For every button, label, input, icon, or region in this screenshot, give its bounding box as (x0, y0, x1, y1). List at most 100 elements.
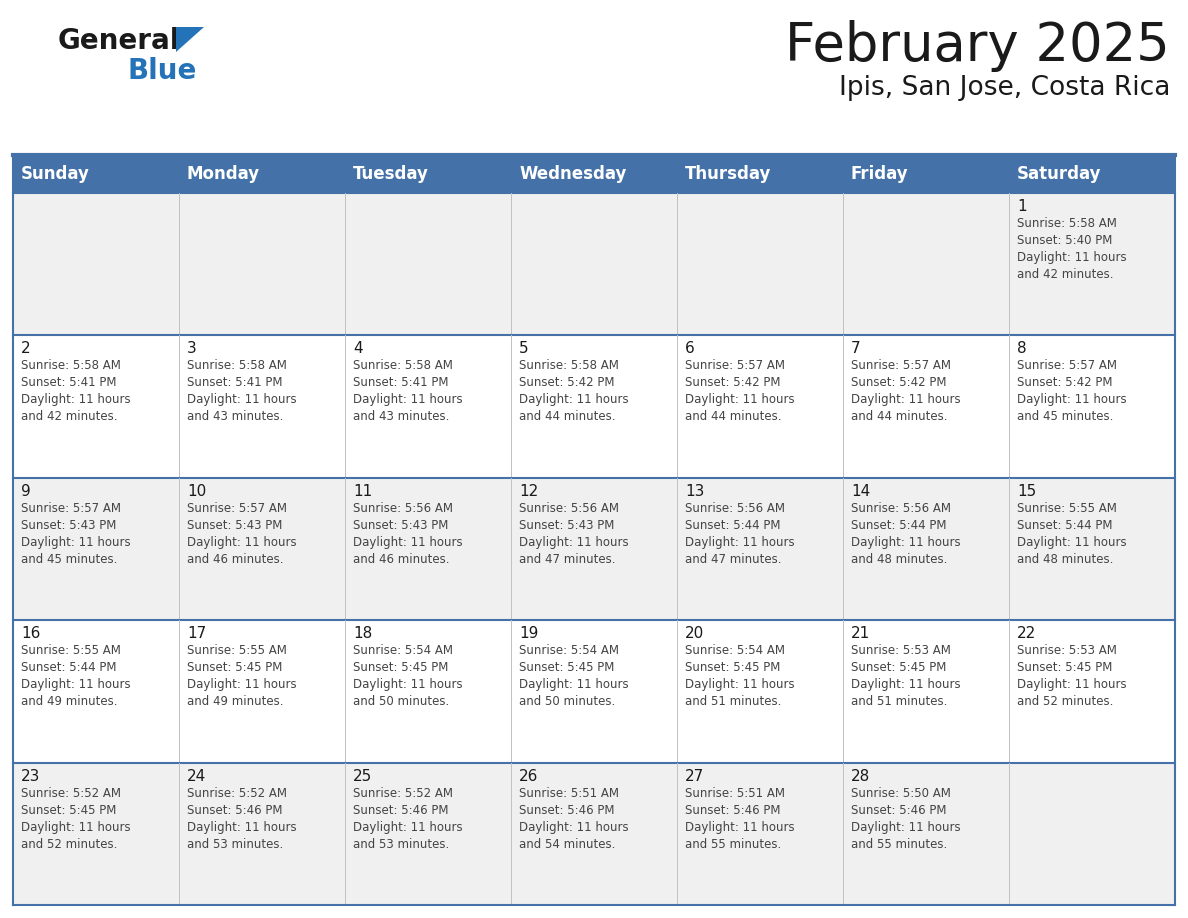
Text: Sunrise: 5:52 AM: Sunrise: 5:52 AM (353, 787, 453, 800)
Text: and 52 minutes.: and 52 minutes. (21, 837, 118, 851)
Text: Friday: Friday (851, 165, 909, 183)
Text: 27: 27 (685, 768, 704, 784)
Text: 6: 6 (685, 341, 695, 356)
Text: Sunrise: 5:55 AM: Sunrise: 5:55 AM (1017, 502, 1117, 515)
Text: and 47 minutes.: and 47 minutes. (685, 553, 782, 565)
Text: Sunrise: 5:55 AM: Sunrise: 5:55 AM (187, 644, 286, 657)
Text: and 53 minutes.: and 53 minutes. (187, 837, 283, 851)
Text: Sunrise: 5:56 AM: Sunrise: 5:56 AM (353, 502, 453, 515)
Text: and 51 minutes.: and 51 minutes. (851, 695, 947, 708)
Text: Daylight: 11 hours: Daylight: 11 hours (851, 394, 961, 407)
Text: Daylight: 11 hours: Daylight: 11 hours (21, 394, 131, 407)
Text: Sunset: 5:43 PM: Sunset: 5:43 PM (353, 519, 448, 532)
Text: Sunset: 5:46 PM: Sunset: 5:46 PM (519, 803, 614, 817)
Text: Sunrise: 5:52 AM: Sunrise: 5:52 AM (187, 787, 287, 800)
Text: 26: 26 (519, 768, 538, 784)
Text: 21: 21 (851, 626, 871, 641)
Text: and 53 minutes.: and 53 minutes. (353, 837, 449, 851)
Text: Sunrise: 5:57 AM: Sunrise: 5:57 AM (851, 360, 952, 373)
Text: and 48 minutes.: and 48 minutes. (851, 553, 947, 565)
Text: 4: 4 (353, 341, 362, 356)
Text: and 46 minutes.: and 46 minutes. (353, 553, 449, 565)
Text: Sunrise: 5:56 AM: Sunrise: 5:56 AM (519, 502, 619, 515)
Text: 25: 25 (353, 768, 372, 784)
Text: 15: 15 (1017, 484, 1036, 498)
Text: Sunset: 5:43 PM: Sunset: 5:43 PM (187, 519, 283, 532)
Text: Sunset: 5:46 PM: Sunset: 5:46 PM (187, 803, 283, 817)
Text: Sunset: 5:41 PM: Sunset: 5:41 PM (353, 376, 449, 389)
Text: Sunrise: 5:51 AM: Sunrise: 5:51 AM (519, 787, 619, 800)
Text: and 52 minutes.: and 52 minutes. (1017, 695, 1113, 708)
Text: Wednesday: Wednesday (519, 165, 626, 183)
Text: and 45 minutes.: and 45 minutes. (21, 553, 118, 565)
Text: Sunset: 5:43 PM: Sunset: 5:43 PM (519, 519, 614, 532)
Text: Ipis, San Jose, Costa Rica: Ipis, San Jose, Costa Rica (839, 75, 1170, 101)
Text: 5: 5 (519, 341, 529, 356)
Text: Sunset: 5:44 PM: Sunset: 5:44 PM (685, 519, 781, 532)
Text: Daylight: 11 hours: Daylight: 11 hours (685, 678, 795, 691)
Text: Daylight: 11 hours: Daylight: 11 hours (353, 821, 462, 834)
Text: and 47 minutes.: and 47 minutes. (519, 553, 615, 565)
Text: Sunset: 5:45 PM: Sunset: 5:45 PM (353, 661, 448, 674)
Text: Sunset: 5:42 PM: Sunset: 5:42 PM (1017, 376, 1112, 389)
Text: Daylight: 11 hours: Daylight: 11 hours (519, 394, 628, 407)
Text: Sunset: 5:42 PM: Sunset: 5:42 PM (851, 376, 947, 389)
Text: 8: 8 (1017, 341, 1026, 356)
Text: General: General (58, 27, 181, 55)
Text: Sunset: 5:46 PM: Sunset: 5:46 PM (353, 803, 449, 817)
Text: Daylight: 11 hours: Daylight: 11 hours (21, 678, 131, 691)
Text: Daylight: 11 hours: Daylight: 11 hours (21, 536, 131, 549)
Text: Monday: Monday (187, 165, 260, 183)
Text: Daylight: 11 hours: Daylight: 11 hours (187, 821, 297, 834)
Text: 1: 1 (1017, 199, 1026, 214)
Text: Daylight: 11 hours: Daylight: 11 hours (353, 678, 462, 691)
Polygon shape (176, 27, 204, 52)
Text: and 43 minutes.: and 43 minutes. (187, 410, 284, 423)
Text: Sunrise: 5:56 AM: Sunrise: 5:56 AM (685, 502, 785, 515)
Text: 10: 10 (187, 484, 207, 498)
Text: and 49 minutes.: and 49 minutes. (187, 695, 284, 708)
Text: Sunrise: 5:53 AM: Sunrise: 5:53 AM (851, 644, 950, 657)
Text: Sunday: Sunday (21, 165, 90, 183)
Text: Sunrise: 5:57 AM: Sunrise: 5:57 AM (685, 360, 785, 373)
Text: Daylight: 11 hours: Daylight: 11 hours (1017, 678, 1126, 691)
Bar (13, 335, 1175, 477)
Text: Sunrise: 5:58 AM: Sunrise: 5:58 AM (187, 360, 286, 373)
Bar (13, 155, 1175, 193)
Text: Daylight: 11 hours: Daylight: 11 hours (1017, 251, 1126, 264)
Text: 7: 7 (851, 341, 860, 356)
Text: Sunrise: 5:53 AM: Sunrise: 5:53 AM (1017, 644, 1117, 657)
Text: Sunset: 5:46 PM: Sunset: 5:46 PM (851, 803, 947, 817)
Text: Daylight: 11 hours: Daylight: 11 hours (851, 536, 961, 549)
Text: Sunrise: 5:51 AM: Sunrise: 5:51 AM (685, 787, 785, 800)
Text: Sunrise: 5:58 AM: Sunrise: 5:58 AM (1017, 217, 1117, 230)
Text: 22: 22 (1017, 626, 1036, 641)
Text: 16: 16 (21, 626, 40, 641)
Text: Sunrise: 5:57 AM: Sunrise: 5:57 AM (21, 502, 121, 515)
Text: Sunset: 5:40 PM: Sunset: 5:40 PM (1017, 234, 1112, 247)
Text: Daylight: 11 hours: Daylight: 11 hours (851, 678, 961, 691)
Text: and 44 minutes.: and 44 minutes. (685, 410, 782, 423)
Text: 17: 17 (187, 626, 207, 641)
Text: Daylight: 11 hours: Daylight: 11 hours (21, 821, 131, 834)
Text: 20: 20 (685, 626, 704, 641)
Text: 19: 19 (519, 626, 538, 641)
Text: Sunrise: 5:54 AM: Sunrise: 5:54 AM (353, 644, 453, 657)
Text: Sunrise: 5:56 AM: Sunrise: 5:56 AM (851, 502, 952, 515)
Text: 2: 2 (21, 341, 31, 356)
Text: Sunset: 5:43 PM: Sunset: 5:43 PM (21, 519, 116, 532)
Text: Sunrise: 5:54 AM: Sunrise: 5:54 AM (685, 644, 785, 657)
Text: and 43 minutes.: and 43 minutes. (353, 410, 449, 423)
Text: Daylight: 11 hours: Daylight: 11 hours (519, 821, 628, 834)
Bar (13, 477, 1175, 621)
Text: Sunset: 5:41 PM: Sunset: 5:41 PM (187, 376, 283, 389)
Text: 18: 18 (353, 626, 372, 641)
Text: and 51 minutes.: and 51 minutes. (685, 695, 782, 708)
Text: and 44 minutes.: and 44 minutes. (519, 410, 615, 423)
Text: Daylight: 11 hours: Daylight: 11 hours (1017, 536, 1126, 549)
Text: and 55 minutes.: and 55 minutes. (851, 837, 947, 851)
Text: Sunrise: 5:52 AM: Sunrise: 5:52 AM (21, 787, 121, 800)
Text: and 45 minutes.: and 45 minutes. (1017, 410, 1113, 423)
Text: Sunset: 5:44 PM: Sunset: 5:44 PM (851, 519, 947, 532)
Text: Sunset: 5:44 PM: Sunset: 5:44 PM (1017, 519, 1112, 532)
